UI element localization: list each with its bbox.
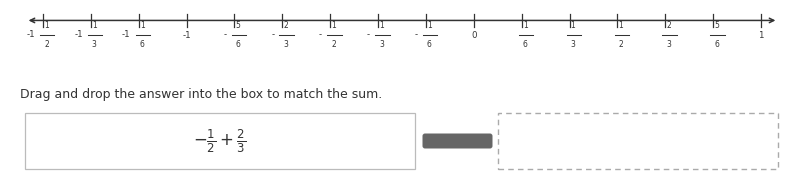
Text: 3: 3 <box>379 40 384 49</box>
Text: 1: 1 <box>758 31 764 40</box>
Text: 1: 1 <box>331 21 336 30</box>
Text: 1: 1 <box>92 21 97 30</box>
Text: 2: 2 <box>283 21 288 30</box>
Text: -: - <box>319 30 322 39</box>
Text: 6: 6 <box>427 40 432 49</box>
Text: 2: 2 <box>618 40 623 49</box>
Text: 1: 1 <box>570 21 575 30</box>
Text: 3: 3 <box>666 40 671 49</box>
Text: 1: 1 <box>140 21 145 30</box>
Text: $-\frac{1}{2} + \frac{2}{3}$: $-\frac{1}{2} + \frac{2}{3}$ <box>194 127 246 155</box>
Text: 6: 6 <box>140 40 145 49</box>
FancyBboxPatch shape <box>422 134 493 149</box>
Text: -: - <box>414 30 418 39</box>
Text: 6: 6 <box>235 40 240 49</box>
Text: -: - <box>223 30 226 39</box>
Text: 6: 6 <box>522 40 527 49</box>
Text: 1: 1 <box>522 21 527 30</box>
Text: 1: 1 <box>379 21 384 30</box>
Text: 3: 3 <box>283 40 288 49</box>
Text: 2: 2 <box>666 21 671 30</box>
Text: 5: 5 <box>235 21 240 30</box>
Text: 3: 3 <box>92 40 97 49</box>
Text: 1: 1 <box>618 21 623 30</box>
Text: 1: 1 <box>427 21 432 30</box>
Text: -: - <box>271 30 274 39</box>
Text: 0: 0 <box>471 31 477 40</box>
Text: -1: -1 <box>74 30 83 39</box>
Text: -1: -1 <box>26 30 35 39</box>
Text: 6: 6 <box>714 40 719 49</box>
Text: 2: 2 <box>44 40 49 49</box>
Text: -: - <box>367 30 370 39</box>
Text: -1: -1 <box>122 30 130 39</box>
Bar <box>498 113 778 169</box>
Text: 2: 2 <box>331 40 336 49</box>
Text: -1: -1 <box>182 31 191 40</box>
Text: 1: 1 <box>44 21 49 30</box>
Text: 3: 3 <box>570 40 575 49</box>
Text: 5: 5 <box>714 21 719 30</box>
Text: Drag and drop the answer into the box to match the sum.: Drag and drop the answer into the box to… <box>20 88 382 101</box>
Bar <box>25 113 415 169</box>
